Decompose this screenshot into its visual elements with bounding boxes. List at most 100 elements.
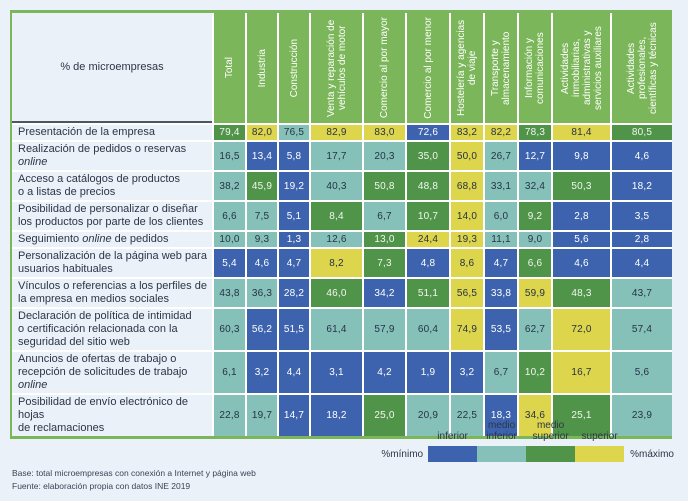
table-cell: 72,0 xyxy=(553,309,610,350)
legend-item: superior xyxy=(575,420,625,462)
table-cell: 82,9 xyxy=(311,125,362,140)
column-header-label: Comercio al por mayor xyxy=(379,17,390,119)
table-cell: 33,8 xyxy=(485,279,517,307)
table-cell: 13,0 xyxy=(364,232,405,247)
table-cell: 6,7 xyxy=(485,352,517,393)
row-label: Acceso a catálogos de productos o a lista… xyxy=(12,172,212,200)
column-header: Información y comunicaciones xyxy=(519,13,551,123)
table-cell: 16,7 xyxy=(553,352,610,393)
table-cell: 14,7 xyxy=(279,395,309,436)
table-cell: 1,3 xyxy=(279,232,309,247)
table-cell: 51,5 xyxy=(279,309,309,350)
table-cell: 5,1 xyxy=(279,202,309,230)
legend-item-label: superior xyxy=(581,431,618,442)
table-cell: 4,8 xyxy=(407,249,449,277)
table-cell: 53,5 xyxy=(485,309,517,350)
table-cell: 5,4 xyxy=(214,249,245,277)
table-cell: 38,2 xyxy=(214,172,245,200)
column-header: Comercio al por menor xyxy=(407,13,449,123)
table-cell: 4,4 xyxy=(612,249,672,277)
row-label: Anuncios de ofertas de trabajo o recepció… xyxy=(12,352,212,393)
table-cell: 50,0 xyxy=(451,142,483,170)
column-header-label: Información y comunicaciones xyxy=(524,32,546,104)
row-label: Vínculos o referencias a los perfiles de… xyxy=(12,279,212,307)
table-cell: 4,6 xyxy=(553,249,610,277)
table-cell: 19,3 xyxy=(451,232,483,247)
column-header-label: Construcción xyxy=(288,38,300,98)
table-cell: 25,1 xyxy=(553,395,610,436)
table-cell: 5,6 xyxy=(553,232,610,247)
table-cell: 48,3 xyxy=(553,279,610,307)
row-label: Realización de pedidos o reservas online xyxy=(12,142,212,170)
table-cell: 18,2 xyxy=(311,395,362,436)
legend-swatch xyxy=(526,446,576,462)
corner-header-label: % de microempresas xyxy=(60,61,164,73)
table-cell: 8,2 xyxy=(311,249,362,277)
table-cell: 76,5 xyxy=(279,125,309,140)
column-header: Actividades inmobiliarias, administrativ… xyxy=(553,13,610,123)
table-cell: 9,0 xyxy=(519,232,551,247)
table-cell: 8,6 xyxy=(451,249,483,277)
table-cell: 59,9 xyxy=(519,279,551,307)
table-cell: 6,0 xyxy=(485,202,517,230)
legend-item: medio superior xyxy=(526,420,576,462)
column-header-label: Actividades inmobiliarias, administrativ… xyxy=(559,26,604,110)
column-header: Construcción xyxy=(279,13,309,123)
table-cell: 19,7 xyxy=(247,395,277,436)
table-cell: 80,5 xyxy=(612,125,672,140)
column-header: Transporte y almacenamiento xyxy=(485,13,517,123)
table-cell: 11,1 xyxy=(485,232,517,247)
table-cell: 18,3 xyxy=(485,395,517,436)
table-cell: 74,9 xyxy=(451,309,483,350)
row-label-text: Personalización de la página web para usu… xyxy=(18,250,207,275)
table-cell: 9,3 xyxy=(247,232,277,247)
table-cell: 3,1 xyxy=(311,352,362,393)
table-cell: 9,2 xyxy=(519,202,551,230)
row-label-text: Realización de pedidos o reservas online xyxy=(18,143,187,168)
table-cell: 43,8 xyxy=(214,279,245,307)
table-cell: 36,3 xyxy=(247,279,277,307)
table-cell: 48,8 xyxy=(407,172,449,200)
table-cell: 4,7 xyxy=(485,249,517,277)
heatmap-table: % de microempresas Total Industria Constru… xyxy=(12,13,672,436)
table-cell: 83,0 xyxy=(364,125,405,140)
table-cell: 33,1 xyxy=(485,172,517,200)
table-cell: 13,4 xyxy=(247,142,277,170)
table-cell: 25,0 xyxy=(364,395,405,436)
legend-max-label: %máximo xyxy=(630,449,674,460)
table-cell: 79,4 xyxy=(214,125,245,140)
table-cell: 5,6 xyxy=(612,352,672,393)
row-label: Presentación de la empresa xyxy=(12,125,212,140)
column-header: Venta y reparación de vehículos de motor xyxy=(311,13,362,123)
row-label: Personalización de la página web para usu… xyxy=(12,249,212,277)
row-label-text: Acceso a catálogos de productos o a lista… xyxy=(18,173,181,198)
table-cell: 45,9 xyxy=(247,172,277,200)
table-cell: 6,6 xyxy=(519,249,551,277)
table-cell: 82,2 xyxy=(485,125,517,140)
legend: %mínimo inferior medio inferior medio supe… xyxy=(381,420,674,462)
table-cell: 7,3 xyxy=(364,249,405,277)
column-header-label: Actividades profesionales, científicas y… xyxy=(625,22,659,114)
column-header: Industria xyxy=(247,13,277,123)
row-label: Posibilidad de personalizar o diseñar los… xyxy=(12,202,212,230)
table-cell: 6,7 xyxy=(364,202,405,230)
table-cell: 6,1 xyxy=(214,352,245,393)
table-cell: 5,8 xyxy=(279,142,309,170)
table-cell: 10,7 xyxy=(407,202,449,230)
footer-notes: Base: total microempresas con conexión a… xyxy=(12,467,256,492)
table-cell: 12,7 xyxy=(519,142,551,170)
table-cell: 56,5 xyxy=(451,279,483,307)
table-cell: 50,8 xyxy=(364,172,405,200)
table-cell: 17,7 xyxy=(311,142,362,170)
table-cell: 34,6 xyxy=(519,395,551,436)
legend-item-label: inferior xyxy=(437,431,468,442)
column-header: Total xyxy=(214,13,245,123)
table-cell: 60,3 xyxy=(214,309,245,350)
table-cell: 16,5 xyxy=(214,142,245,170)
corner-header: % de microempresas xyxy=(12,13,212,123)
table-cell: 46,0 xyxy=(311,279,362,307)
table-cell: 1,9 xyxy=(407,352,449,393)
column-header-label: Transporte y almacenamiento xyxy=(490,31,512,105)
table-cell: 14,0 xyxy=(451,202,483,230)
row-label: Seguimiento online de pedidos xyxy=(12,232,212,247)
